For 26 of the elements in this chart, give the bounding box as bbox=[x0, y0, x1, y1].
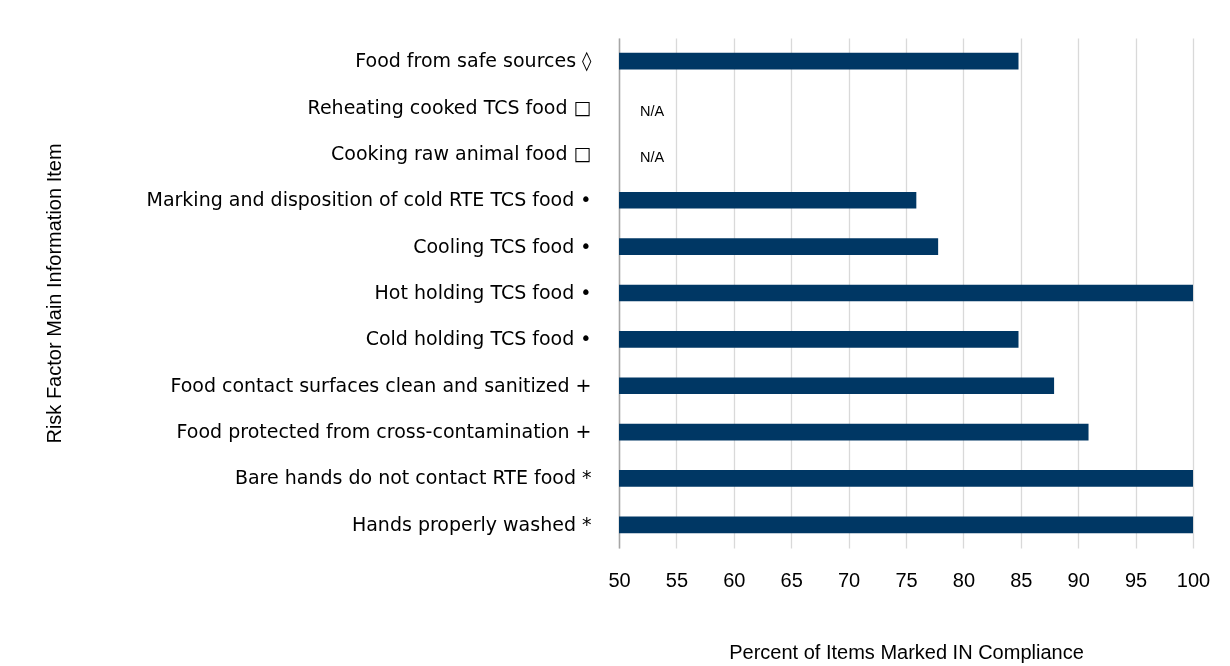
y-tick-label: Cold holding TCS food • bbox=[365, 327, 592, 350]
y-tick-label: Hot holding TCS food • bbox=[374, 281, 592, 303]
x-tick-label: 85 bbox=[1010, 568, 1033, 591]
text: N/A bbox=[640, 102, 665, 119]
y-tick-label: Marking and disposition of cold RTE TCS food • bbox=[146, 188, 592, 211]
y-tick-label: Reheating cooked TCS food □ bbox=[307, 95, 592, 118]
y-tick-label: Cooling TCS food • bbox=[413, 234, 592, 257]
x-tick-label: 65 bbox=[780, 568, 803, 591]
x-tick-label: 75 bbox=[895, 568, 918, 591]
y-axis-title: Risk Factor Main Information Item bbox=[42, 143, 65, 444]
x-tick-label: 95 bbox=[1124, 568, 1148, 591]
x-tick-label: 100 bbox=[1176, 568, 1211, 591]
x-tick-label: 90 bbox=[1067, 568, 1090, 591]
text: N/A bbox=[640, 148, 665, 165]
y-tick-label: Food from safe sources ◊ bbox=[355, 49, 593, 73]
y-tick-label: Food contact surfaces clean and sanitized + bbox=[170, 373, 592, 396]
x-tick-label: 80 bbox=[952, 568, 976, 591]
y-tick-label: Cooking raw animal food □ bbox=[331, 141, 592, 164]
y-tick-label: Food protected from cross-contamination + bbox=[176, 420, 592, 443]
x-tick-label: 55 bbox=[665, 568, 689, 591]
y-tick-label: Bare hands do not contact RTE food * bbox=[234, 466, 592, 489]
y-tick-label: Hands properly washed * bbox=[351, 512, 592, 535]
x-tick-label: 60 bbox=[723, 568, 746, 591]
x-tick-label: 70 bbox=[837, 568, 861, 591]
x-tick-label: 50 bbox=[608, 568, 631, 591]
x-axis-title: Percent of Items Marked IN Compliance bbox=[729, 640, 1084, 663]
